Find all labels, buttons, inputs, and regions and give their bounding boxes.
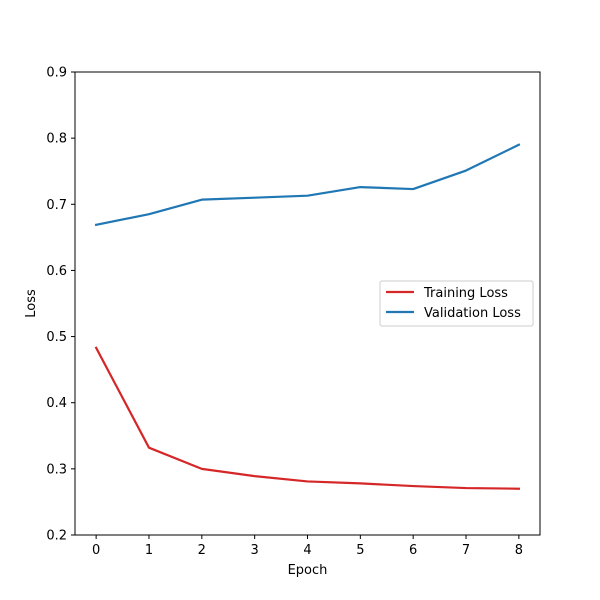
series-layer — [94, 143, 521, 490]
legend: Training Loss Validation Loss — [379, 280, 534, 327]
y-tick-label: 0.2 — [46, 529, 67, 544]
y-tick-label: 0.8 — [46, 132, 67, 147]
x-tick-label: 4 — [303, 543, 311, 558]
x-tick-label: 6 — [409, 543, 417, 558]
x-tick-label: 3 — [251, 543, 259, 558]
y-tick-label: 0.4 — [46, 396, 67, 411]
x-tick-label: 7 — [462, 543, 470, 558]
x-tick-label: 8 — [515, 543, 523, 558]
y-axis-label: Loss — [24, 289, 39, 318]
y-tick-label: 0.7 — [46, 198, 67, 213]
y-tick-label: 0.5 — [46, 330, 67, 345]
legend-box — [379, 280, 534, 327]
y-tick-label: 0.6 — [46, 264, 67, 279]
series-line-training-loss — [94, 346, 520, 490]
ticks-layer: 0 1 2 3 4 5 6 7 8 0.2 0.3 0.4 0.5 0.6 0.7 0.8 0.9 — [46, 66, 523, 559]
x-axis-label: Epoch — [288, 563, 328, 578]
y-tick-label: 0.3 — [46, 462, 67, 477]
y-tick-label: 0.9 — [46, 66, 67, 81]
legend-entry-label: Training Loss — [423, 286, 508, 301]
x-tick-label: 2 — [198, 543, 206, 558]
x-tick-label: 0 — [92, 543, 100, 558]
series-line-validation-loss — [94, 143, 521, 227]
legend-entry-label: Validation Loss — [424, 306, 521, 321]
x-tick-label: 1 — [145, 543, 153, 558]
plot-frame — [74, 71, 541, 536]
x-tick-label: 5 — [356, 543, 364, 558]
